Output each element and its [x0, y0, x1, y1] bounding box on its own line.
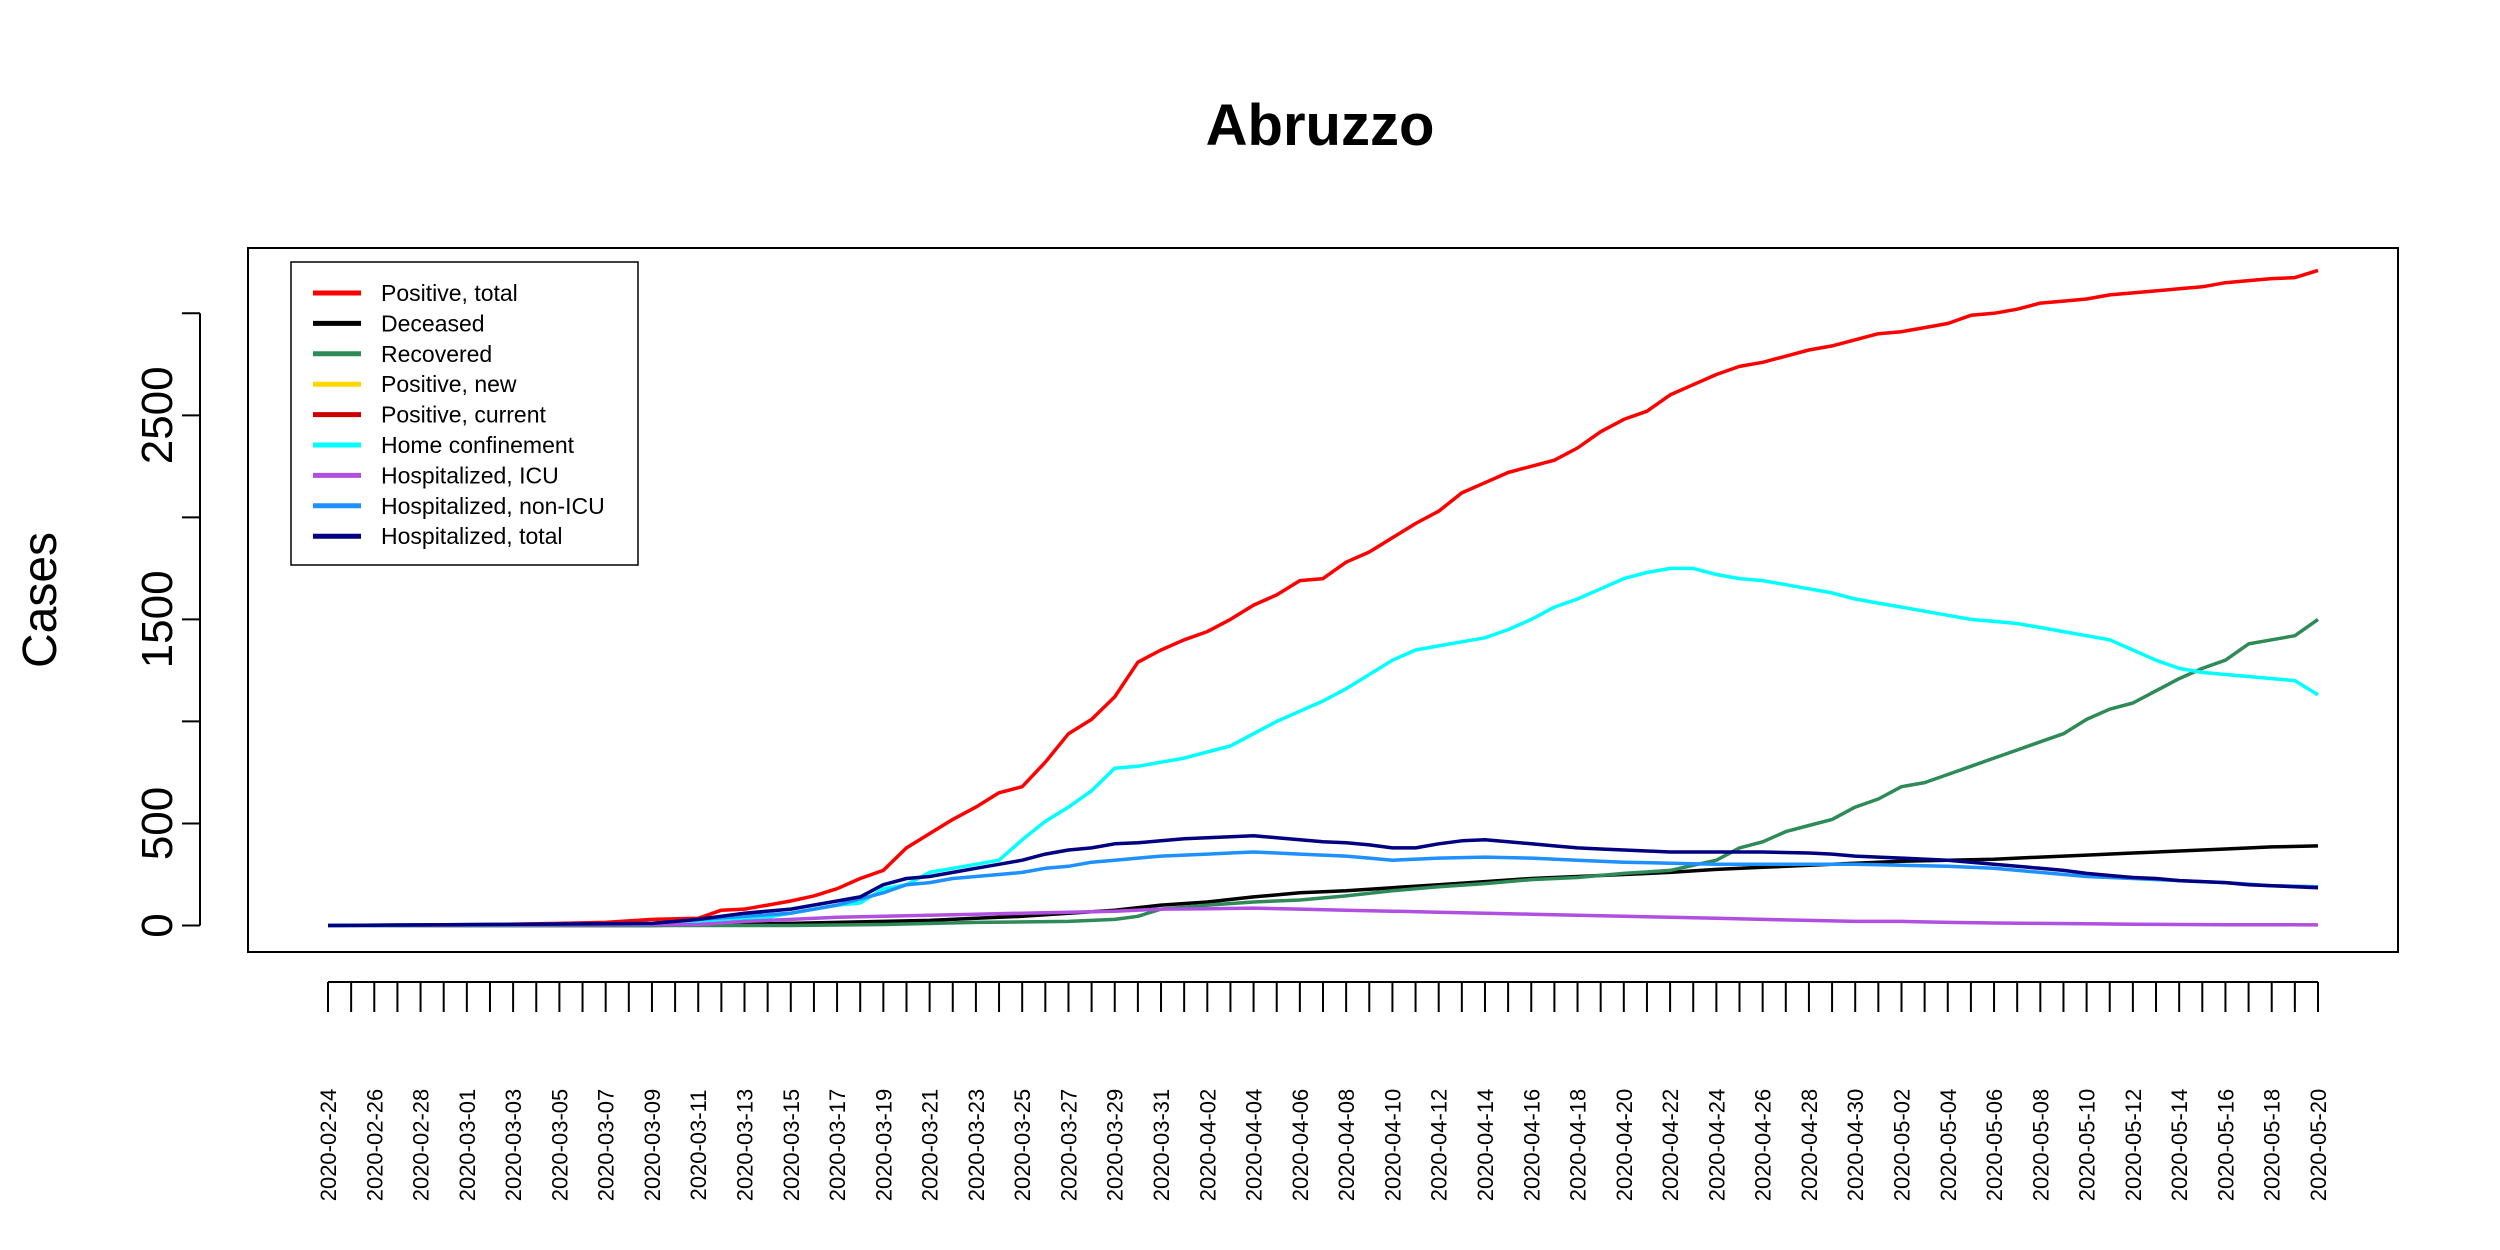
- x-tick-label: 2020-02-26: [362, 1089, 387, 1202]
- series-line-positive-total: [327, 268, 2319, 928]
- legend-label: Hospitalized, ICU: [381, 462, 559, 488]
- x-tick-label: 2020-04-02: [1195, 1089, 1220, 1202]
- x-tick-label: 2020-03-29: [1103, 1089, 1128, 1202]
- x-tick-label: 2020-04-24: [1704, 1089, 1729, 1202]
- x-tick-label: 2020-02-28: [409, 1089, 434, 1202]
- y-tick-label: 1500: [133, 570, 182, 668]
- y-tick-label: 2500: [133, 366, 182, 464]
- series-line-hospitalized-non-icu: [327, 850, 2319, 928]
- x-tick-label: 2020-05-12: [2121, 1089, 2146, 1202]
- legend-label: Hospitalized, non-ICU: [381, 493, 605, 519]
- plot-frame: [247, 247, 2399, 953]
- x-tick-label: 2020-05-18: [2260, 1089, 2285, 1202]
- x-tick-label: 2020-03-03: [501, 1089, 526, 1202]
- x-tick-label: 2020-04-30: [1843, 1089, 1868, 1202]
- series-lines: [327, 268, 2320, 928]
- chart-title: Abruzzo: [1206, 93, 1435, 158]
- x-tick-label: 2020-03-11: [686, 1090, 711, 1201]
- x-tick-label: 2020-03-13: [733, 1089, 758, 1202]
- x-tick-label: 2020-03-05: [547, 1089, 572, 1202]
- y-tick-label: 0: [133, 913, 182, 937]
- x-tick-label: 2020-04-06: [1288, 1089, 1313, 1202]
- x-tick-label: 2020-05-14: [2167, 1089, 2192, 1202]
- x-tick-label: 2020-03-21: [918, 1089, 943, 1202]
- x-tick-label: 2020-03-07: [594, 1089, 619, 1202]
- x-tick-label: 2020-05-08: [2028, 1089, 2053, 1202]
- x-tick-label: 2020-03-25: [1010, 1089, 1035, 1202]
- x-tick-label: 2020-05-06: [1982, 1089, 2007, 1202]
- x-tick-label: 2020-03-31: [1149, 1089, 1174, 1202]
- x-tick-label: 2020-05-16: [2213, 1089, 2238, 1202]
- x-tick-label: 2020-04-28: [1797, 1089, 1822, 1202]
- legend-label: Recovered: [381, 341, 492, 367]
- legend-label: Hospitalized, total: [381, 523, 563, 549]
- x-tick-label: 2020-05-02: [1889, 1089, 1914, 1202]
- legend-label: Positive, total: [381, 280, 518, 306]
- legend-label: Positive, current: [381, 402, 547, 428]
- y-axis: 0 500 1500 2500: [133, 312, 201, 938]
- x-tick-label: 2020-04-26: [1751, 1089, 1776, 1202]
- series-line-hospitalized-total: [327, 833, 2319, 928]
- legend: Positive, total Deceased Recovered Positive…: [290, 261, 639, 566]
- x-tick-label: 2020-04-12: [1427, 1089, 1452, 1202]
- x-tick-label: 2020-03-23: [964, 1089, 989, 1202]
- x-tick-label: 2020-05-20: [2306, 1089, 2331, 1202]
- series-line-deceased: [328, 844, 2319, 928]
- x-tick-label: 2020-03-19: [871, 1089, 896, 1202]
- x-axis: 2020-02-24 2020-02-26 2020-02-28 2020-03-01…: [316, 981, 2331, 1202]
- x-tick-label: 2020-05-04: [1936, 1089, 1961, 1202]
- x-tick-label: 2020-04-08: [1334, 1089, 1359, 1202]
- x-tick-label: 2020-04-22: [1658, 1089, 1683, 1202]
- x-tick-label: 2020-03-01: [455, 1089, 480, 1202]
- series-line-hospitalized-icu: [327, 906, 2319, 928]
- x-tick-label: 2020-04-20: [1612, 1089, 1637, 1202]
- legend-label: Home confinement: [381, 432, 575, 458]
- x-tick-label: 2020-04-16: [1519, 1089, 1544, 1202]
- x-tick-label: 2020-05-10: [2075, 1089, 2100, 1202]
- x-tick-label: 2020-03-09: [640, 1089, 665, 1202]
- x-tick-label: 2020-03-17: [825, 1089, 850, 1202]
- x-tick-label: 2020-03-27: [1056, 1089, 1081, 1202]
- x-tick-label: 2020-04-14: [1473, 1089, 1498, 1202]
- series-line-home-confinement: [327, 566, 2319, 928]
- x-tick-label: 2020-03-15: [779, 1089, 804, 1202]
- legend-label: Deceased: [381, 310, 485, 336]
- x-tick-label: 2020-04-10: [1380, 1089, 1405, 1202]
- y-axis-label: Cases: [14, 532, 67, 668]
- x-tick-label: 2020-02-24: [316, 1089, 341, 1202]
- legend-label: Positive, new: [381, 371, 517, 397]
- y-tick-label: 500: [133, 787, 182, 860]
- x-tick-label: 2020-04-18: [1566, 1089, 1591, 1202]
- x-tick-label: 2020-04-04: [1242, 1089, 1267, 1202]
